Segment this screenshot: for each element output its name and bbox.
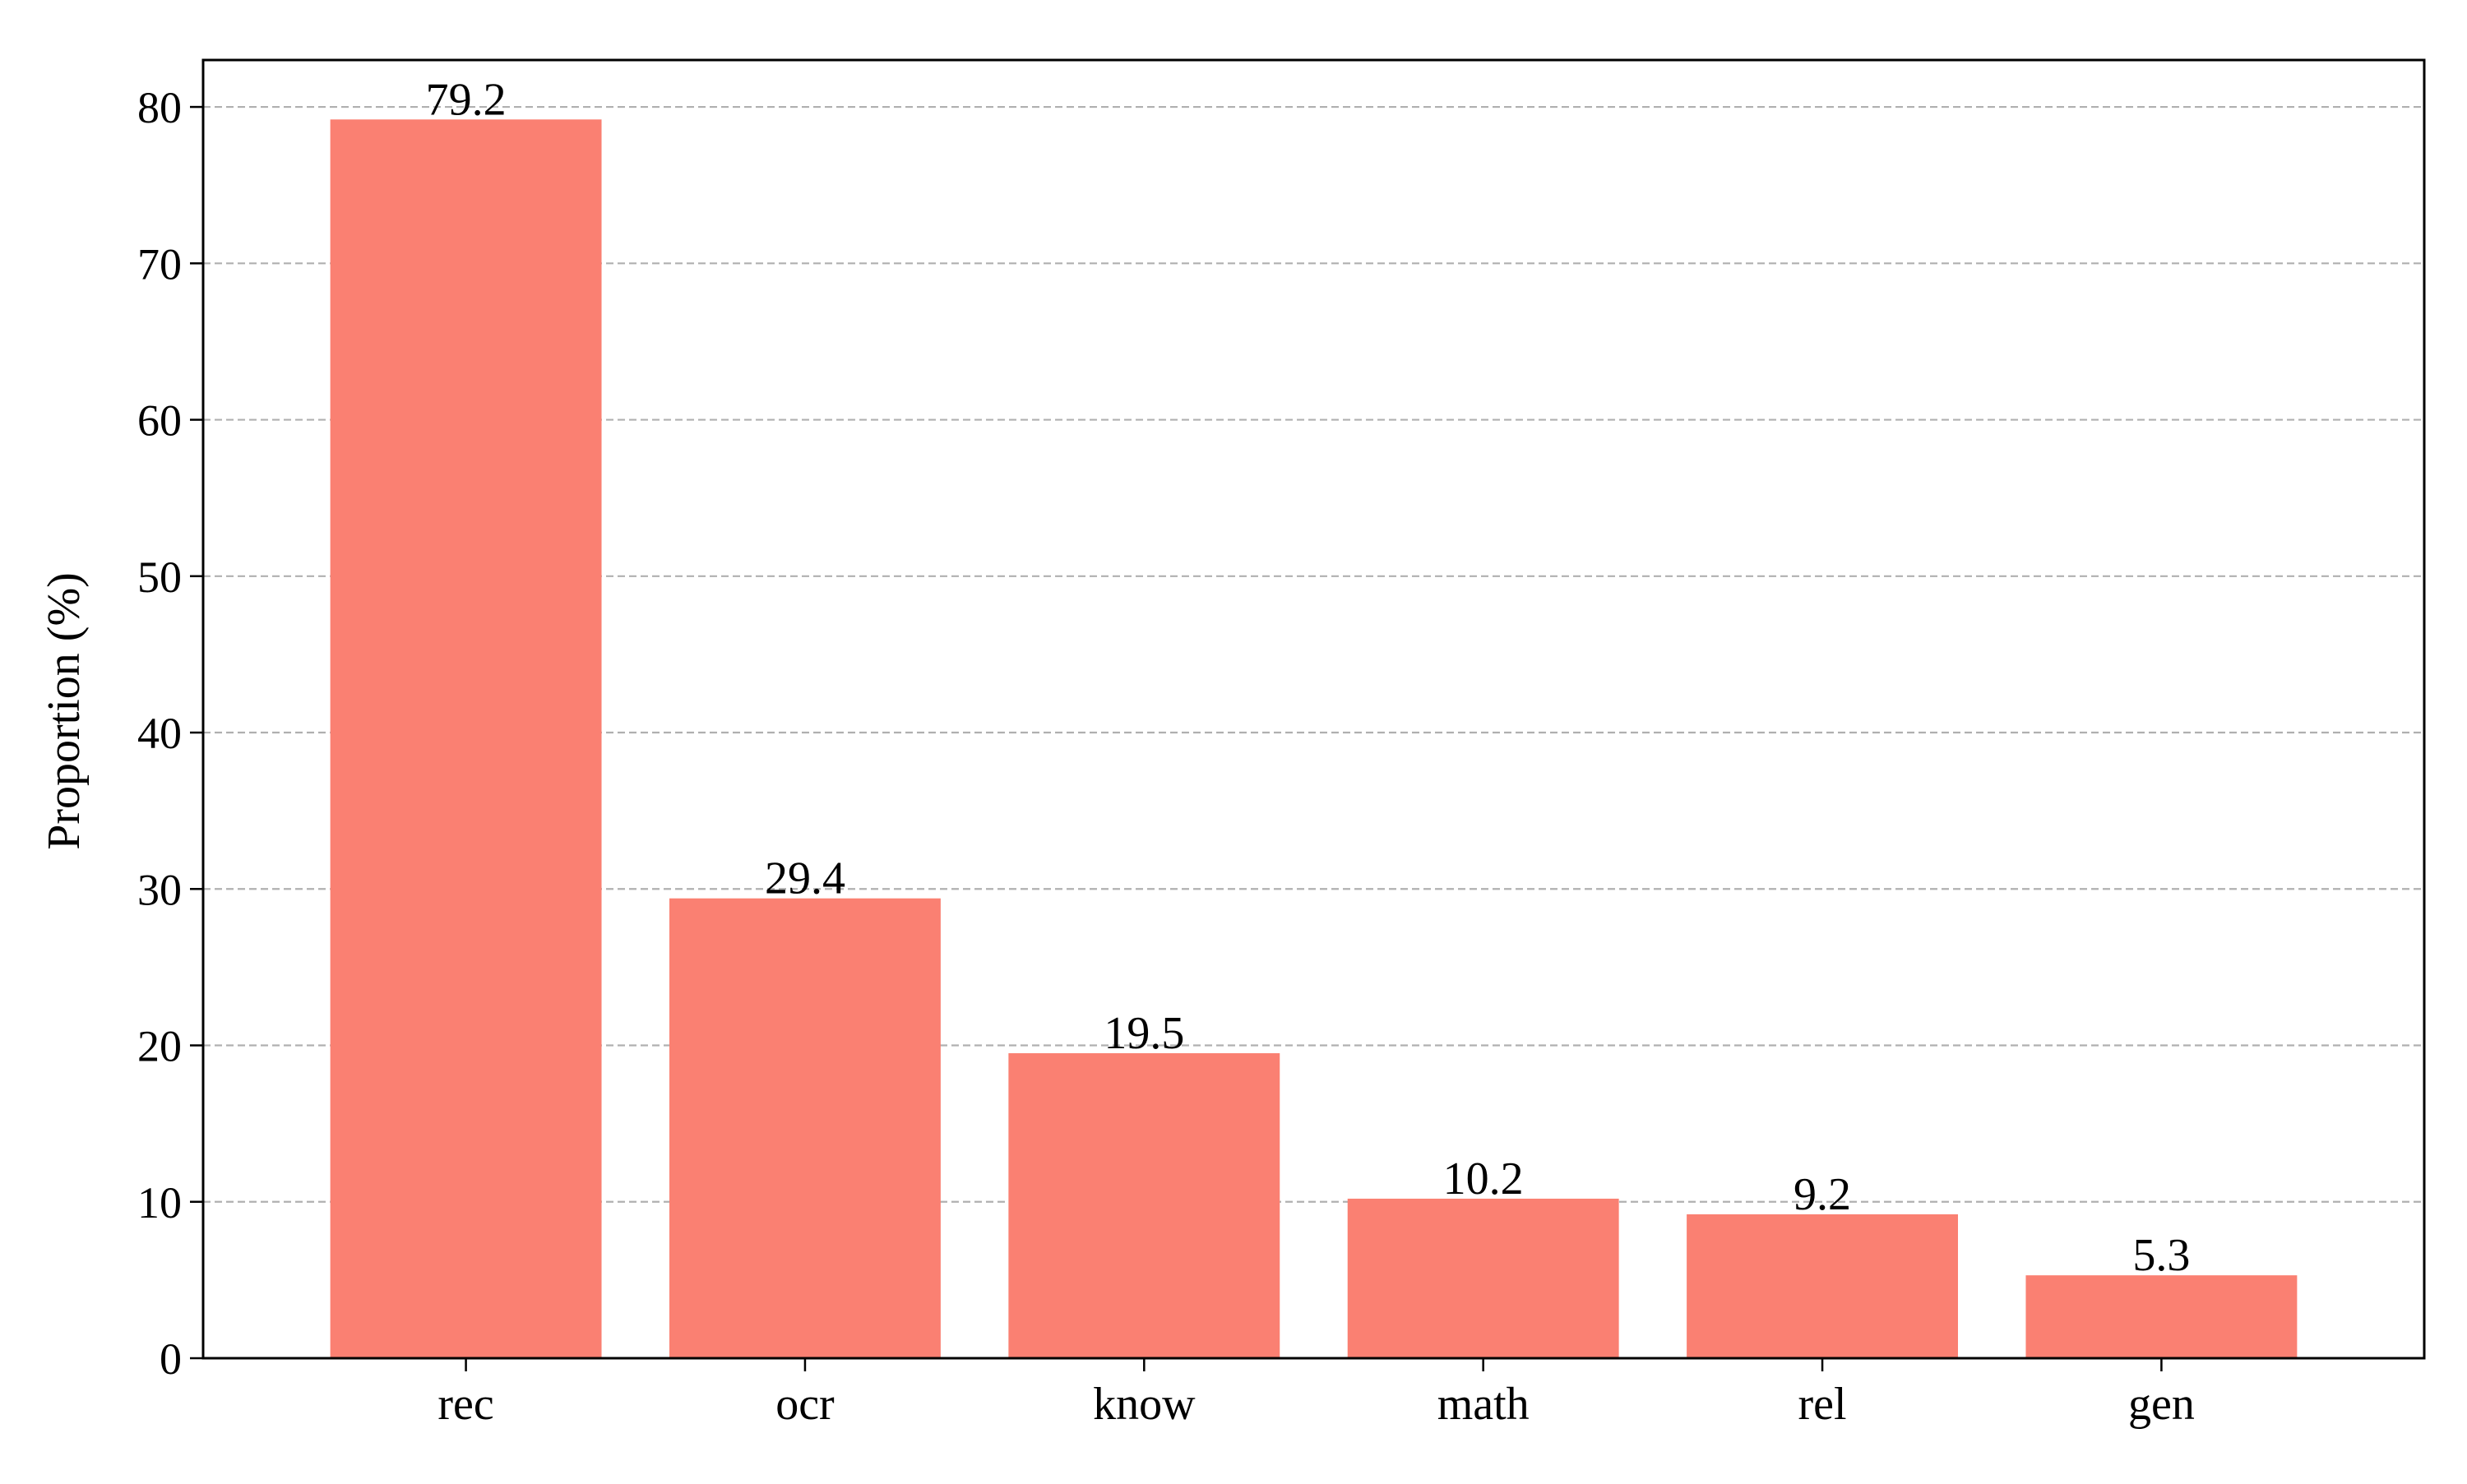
y-tick-label: 40	[137, 709, 182, 758]
data-label-rec: 79.2	[426, 74, 507, 125]
x-tick-label-math: math	[1437, 1379, 1530, 1430]
bar-ocr	[669, 898, 941, 1358]
bar-rec	[330, 119, 602, 1359]
bar-rel	[1687, 1214, 1958, 1358]
y-tick-label: 80	[137, 83, 182, 132]
bar-gen	[2025, 1275, 2298, 1358]
data-labels: 79.2 29.4 19.5 10.2 9.2 5.3	[426, 74, 2191, 1281]
y-tick-label: 20	[137, 1022, 182, 1071]
y-tick-label: 30	[137, 865, 182, 914]
y-axis-label: Proportion (%)	[39, 572, 90, 850]
data-label-rel: 9.2	[1794, 1169, 1851, 1220]
x-tick-label-rel: rel	[1798, 1379, 1847, 1430]
y-tick-label: 0	[160, 1334, 182, 1384]
y-tick-label: 10	[137, 1178, 182, 1227]
bars	[330, 119, 2298, 1359]
data-label-know: 19.5	[1104, 1008, 1184, 1059]
x-tick-label-know: know	[1093, 1379, 1196, 1430]
data-label-ocr: 29.4	[765, 853, 845, 904]
bar-know	[1008, 1053, 1280, 1358]
data-label-math: 10.2	[1443, 1153, 1524, 1204]
axes: 0 10 20 30 40 50 60 70 80 rec ocr know math rel gen	[137, 58, 2426, 1430]
y-tick-label: 60	[137, 396, 182, 446]
data-label-gen: 5.3	[2132, 1230, 2190, 1281]
x-tick-label-gen: gen	[2128, 1379, 2195, 1430]
plot-frame	[201, 58, 2426, 1360]
y-tick-label: 70	[137, 239, 182, 289]
x-tick-label-rec: rec	[437, 1379, 493, 1430]
x-tick-label-ocr: ocr	[775, 1379, 835, 1430]
y-tick-label: 50	[137, 552, 182, 602]
bar-math	[1347, 1198, 1619, 1358]
